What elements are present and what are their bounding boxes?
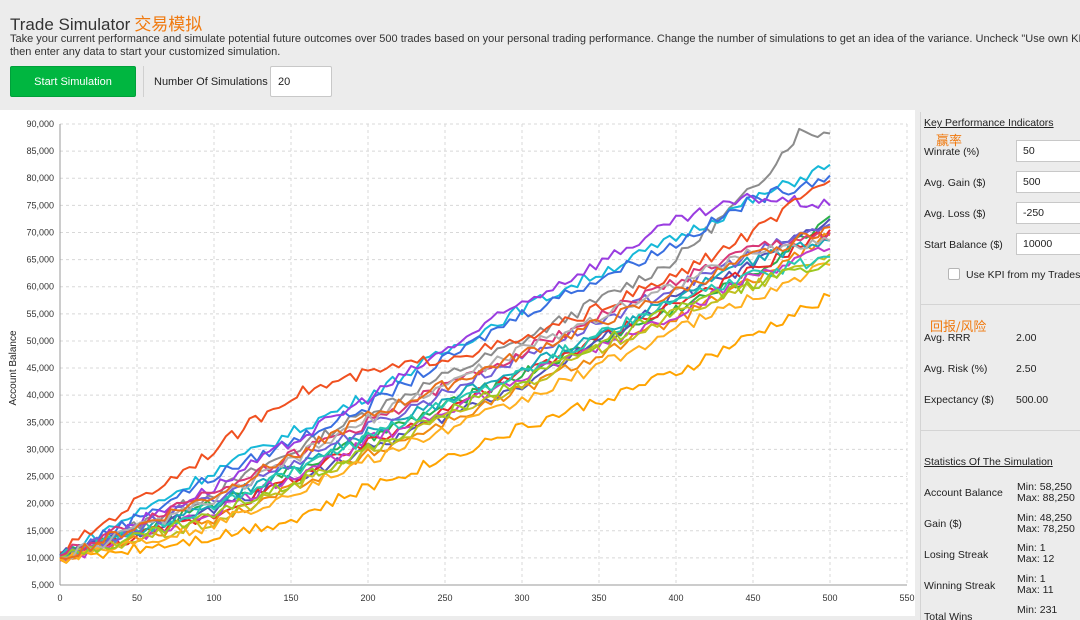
start-balance-label: Start Balance ($) bbox=[924, 239, 1003, 251]
y-tick-label: 65,000 bbox=[26, 255, 54, 265]
y-tick-label: 90,000 bbox=[26, 119, 54, 129]
chart-series bbox=[59, 127, 831, 564]
x-tick-label: 250 bbox=[437, 593, 452, 603]
y-tick-label: 55,000 bbox=[26, 309, 54, 319]
avg-risk-label: Avg. Risk (%) bbox=[924, 363, 988, 375]
x-tick-label: 300 bbox=[514, 593, 529, 603]
series-line-sim-15 bbox=[59, 255, 831, 557]
avg-gain-label: Avg. Gain ($) bbox=[924, 177, 986, 189]
title-text: Trade Simulator bbox=[10, 15, 131, 34]
stat-values: Min: 231 bbox=[1017, 605, 1057, 616]
stat-values: Min: 58,250 Max: 88,250 bbox=[1017, 482, 1075, 504]
stat-values: Min: 48,250 Max: 78,250 bbox=[1017, 513, 1075, 535]
stat-min: Min: 58,250 bbox=[1017, 481, 1072, 493]
y-tick-label: 5,000 bbox=[31, 580, 54, 590]
series-line-sim-20 bbox=[59, 226, 831, 560]
series-line-sim-8 bbox=[59, 229, 831, 560]
y-tick-label: 20,000 bbox=[26, 499, 54, 509]
stat-max: Max: 78,250 bbox=[1017, 523, 1075, 535]
stat-max: Max: 12 bbox=[1017, 553, 1055, 565]
x-tick-label: 350 bbox=[591, 593, 606, 603]
winrate-label: Winrate (%) bbox=[924, 146, 980, 158]
y-tick-label: 30,000 bbox=[26, 444, 54, 454]
winrate-cn-annotation: 赢率 bbox=[936, 134, 963, 149]
chart-grid bbox=[59, 123, 908, 586]
series-line-sim-13 bbox=[59, 292, 831, 564]
avg-rrr-label: Avg. RRR bbox=[924, 332, 971, 344]
x-tick-label: 400 bbox=[668, 593, 683, 603]
y-tick-label: 75,000 bbox=[26, 200, 54, 210]
x-tick-label: 150 bbox=[283, 593, 298, 603]
chart-ticks: 5,000 10,000 15,000 20,000 25,000 30,000 35,00… bbox=[26, 119, 914, 603]
app-header: Trade Simulator 交易模拟 Take your current pe… bbox=[0, 0, 1080, 64]
start-simulation-button[interactable]: Start Simulation bbox=[10, 66, 136, 97]
stat-min: Min: 48,250 bbox=[1017, 512, 1072, 524]
y-tick-label: 15,000 bbox=[26, 526, 54, 536]
stat-values: Min: 1 Max: 11 bbox=[1017, 574, 1054, 596]
kpi-heading: Key Performance Indicators bbox=[924, 117, 1054, 129]
page-title: Trade Simulator 交易模拟 bbox=[10, 10, 202, 35]
avg-loss-label: Avg. Loss ($) bbox=[924, 208, 986, 220]
avg-risk-value: 2.50 bbox=[1016, 363, 1037, 375]
x-tick-label: 50 bbox=[132, 593, 142, 603]
description: Take your current performance and simula… bbox=[10, 33, 1080, 61]
start-balance-input[interactable] bbox=[1016, 233, 1080, 255]
x-tick-label: 450 bbox=[745, 593, 760, 603]
chart-panel: 5,000 10,000 15,000 20,000 25,000 30,000 35,00… bbox=[0, 110, 915, 616]
stat-label: Gain ($) bbox=[924, 518, 962, 530]
stat-label: Account Balance bbox=[924, 487, 1003, 499]
stat-min: Min: 1 bbox=[1017, 573, 1046, 585]
stat-min: Min: 1 bbox=[1017, 542, 1046, 554]
stat-max: Max: 11 bbox=[1017, 584, 1054, 596]
y-tick-label: 25,000 bbox=[26, 472, 54, 482]
y-tick-label: 35,000 bbox=[26, 417, 54, 427]
description-line-1: Take your current performance and simula… bbox=[10, 33, 1080, 45]
avg-loss-input[interactable] bbox=[1016, 202, 1080, 224]
y-tick-label: 45,000 bbox=[26, 363, 54, 373]
series-line-sim-14 bbox=[59, 262, 831, 564]
y-tick-label: 70,000 bbox=[26, 227, 54, 237]
avg-rrr-value: 2.00 bbox=[1016, 332, 1037, 344]
kpi-sidebar: Key Performance Indicators 赢率 Winrate (%… bbox=[920, 112, 1080, 620]
x-tick-label: 0 bbox=[57, 593, 62, 603]
stat-values: Min: 1 Max: 12 bbox=[1017, 543, 1054, 565]
rrr-cn-annotation: 回报/风险 bbox=[930, 320, 987, 335]
x-tick-label: 500 bbox=[822, 593, 837, 603]
winrate-input[interactable] bbox=[1016, 140, 1080, 162]
x-tick-label: 100 bbox=[206, 593, 221, 603]
title-cn-annotation: 交易模拟 bbox=[134, 15, 203, 35]
y-tick-label: 60,000 bbox=[26, 282, 54, 292]
stat-min: Min: 231 bbox=[1017, 604, 1058, 616]
avg-gain-input[interactable] bbox=[1016, 171, 1080, 193]
use-kpi-label: Use KPI from my Trades bbox=[966, 269, 1080, 281]
stat-label: Winning Streak bbox=[924, 580, 996, 592]
series-line-sim-3 bbox=[59, 174, 831, 559]
y-tick-label: 10,000 bbox=[26, 553, 54, 563]
account-balance-chart: 5,000 10,000 15,000 20,000 25,000 30,000 35,00… bbox=[8, 119, 915, 603]
num-simulations-input[interactable] bbox=[270, 66, 332, 97]
y-axis-label: Account Balance bbox=[8, 330, 19, 405]
expectancy-label: Expectancy ($) bbox=[924, 394, 995, 406]
stats-heading: Statistics Of The Simulation bbox=[924, 456, 1053, 468]
x-tick-label: 550 bbox=[899, 593, 914, 603]
series-line-sim-18 bbox=[59, 231, 831, 557]
series-line-sim-19 bbox=[59, 236, 831, 560]
sidebar-divider bbox=[921, 430, 1080, 431]
y-tick-label: 50,000 bbox=[26, 336, 54, 346]
description-line-2: then enter any data to start your custom… bbox=[10, 46, 281, 58]
y-tick-label: 40,000 bbox=[26, 390, 54, 400]
expectancy-value: 500.00 bbox=[1016, 394, 1049, 406]
sidebar-divider bbox=[921, 304, 1080, 305]
series-line-sim-17 bbox=[59, 258, 831, 559]
stat-label: Total Wins bbox=[924, 611, 973, 620]
series-line-sim-5 bbox=[59, 180, 831, 554]
x-tick-label: 200 bbox=[360, 593, 375, 603]
y-tick-label: 80,000 bbox=[26, 173, 54, 183]
stat-max: Max: 88,250 bbox=[1017, 492, 1075, 504]
y-tick-label: 85,000 bbox=[26, 146, 54, 156]
toolbar-divider bbox=[143, 66, 144, 97]
use-kpi-checkbox[interactable] bbox=[948, 268, 960, 280]
num-simulations-label: Number Of Simulations bbox=[154, 76, 268, 88]
stat-label: Losing Streak bbox=[924, 549, 989, 561]
